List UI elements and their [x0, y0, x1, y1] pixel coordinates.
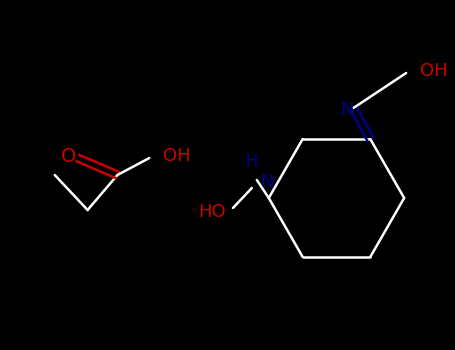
Text: H: H [246, 153, 258, 171]
Text: HO: HO [198, 203, 226, 221]
Text: N: N [260, 173, 273, 191]
Text: O: O [61, 147, 76, 166]
Text: OH: OH [420, 62, 448, 80]
Text: N: N [341, 101, 354, 119]
Text: OH: OH [163, 147, 191, 165]
